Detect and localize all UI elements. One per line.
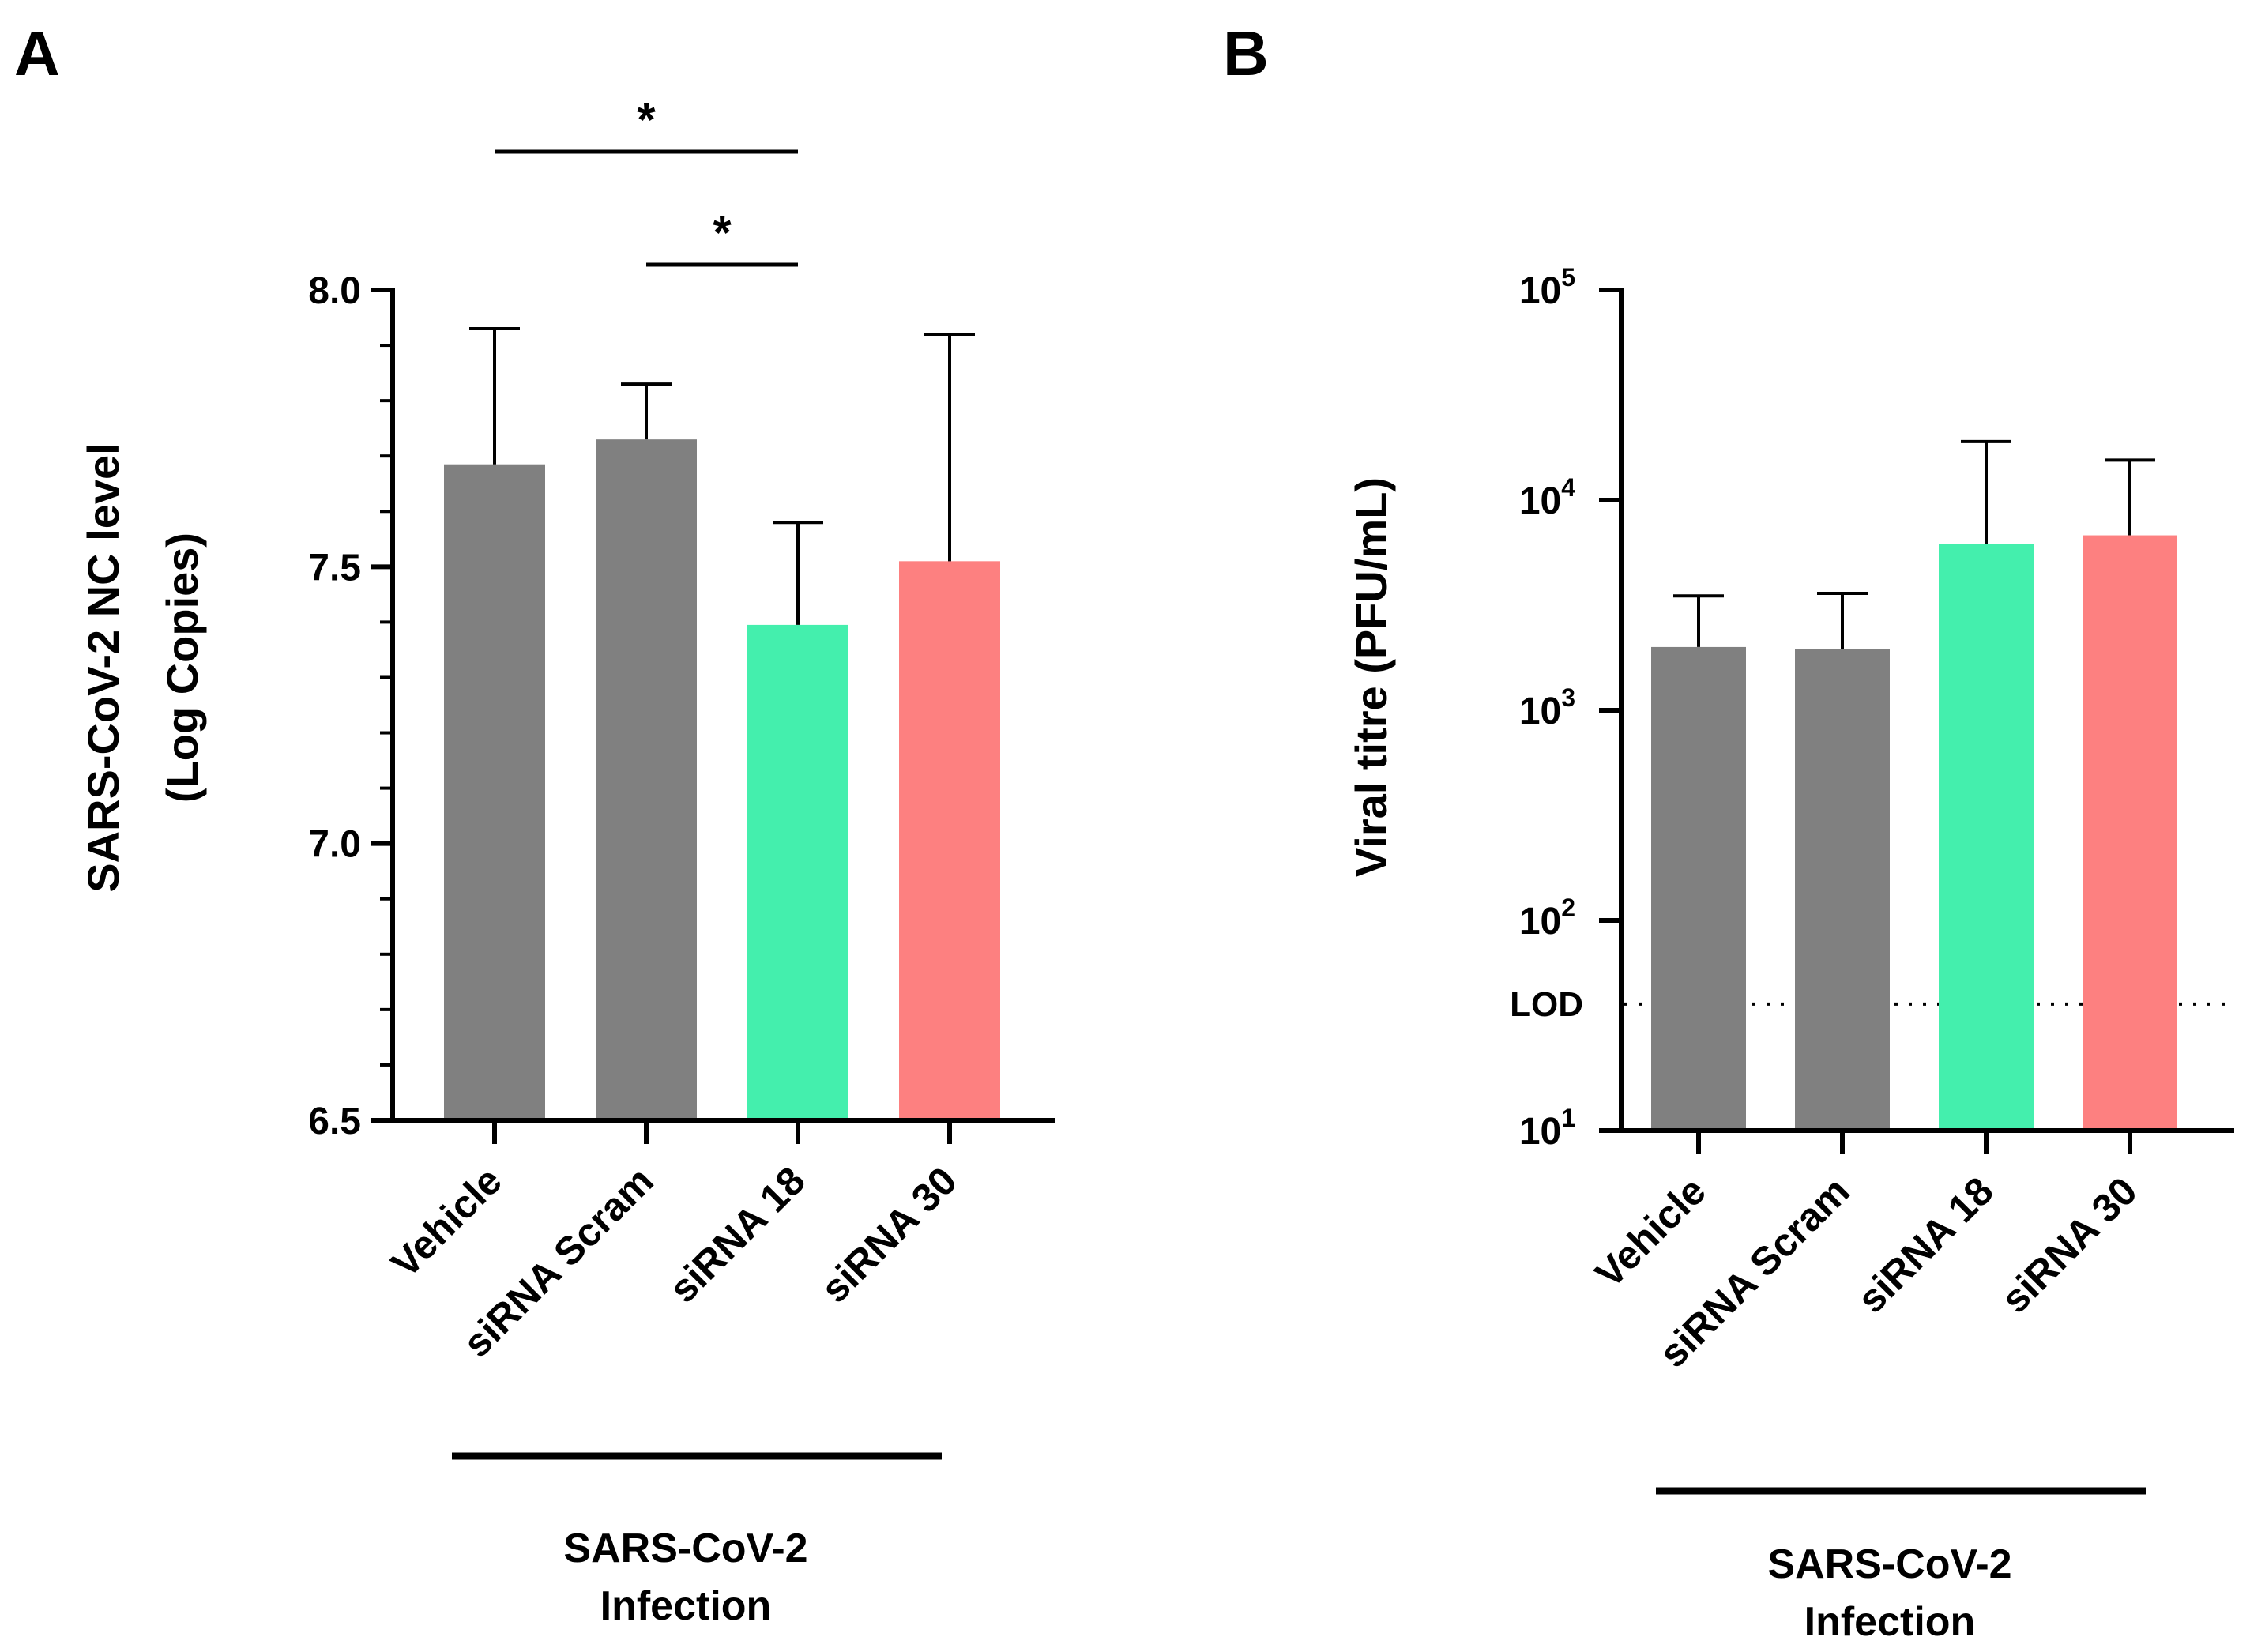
panel-a-y-axis-label-line1: SARS-CoV-2 NC level (78, 442, 128, 893)
y-tick-label-a: 7.0 (308, 824, 361, 866)
y-tick-label-b: 104 (1519, 473, 1575, 522)
bar-b-sirna-18 (1939, 544, 2034, 1131)
y-tick-label-b: 105 (1519, 263, 1575, 312)
panel-letter-b: B (1223, 18, 1269, 88)
lod-label: LOD (1510, 985, 1583, 1024)
panel-a-group-label-line2: Infection (600, 1583, 772, 1629)
panel-a-y-ticks: 8.0 7.5 7.0 6.5 (308, 270, 393, 1142)
y-tick-label-a: 8.0 (308, 270, 361, 312)
y-tick-label-b: 101 (1519, 1104, 1575, 1153)
panel-a-bars (444, 439, 1000, 1120)
panel-b-group-label-line2: Infection (1804, 1599, 1976, 1645)
bar-a-sirna-30 (899, 561, 1000, 1120)
bar-a-sirna-scram (596, 439, 697, 1120)
panel-b-bars (1651, 535, 2177, 1131)
x-tick-label-a-vehicle: Vehicle (382, 1158, 510, 1285)
panel-a-significance: ** (495, 93, 798, 267)
x-tick-label-a-sirna-30: siRNA 30 (812, 1158, 965, 1311)
panel-a-axes (390, 288, 1055, 1123)
y-tick-label-b: 102 (1519, 894, 1575, 943)
x-tick-label-b-vehicle: Vehicle (1586, 1168, 1714, 1296)
bar-a-sirna-18 (747, 624, 848, 1120)
panel-b-error-bars (1673, 439, 2155, 649)
x-tick-label-b-sirna-18: siRNA 18 (1849, 1168, 2002, 1322)
panel-b-y-ticks: 105 104 103 102 101 (1519, 263, 1621, 1153)
x-tick-label-a-sirna-18: siRNA 18 (660, 1158, 814, 1311)
panel-b-group-label-line1: SARS-CoV-2 (1767, 1541, 2011, 1587)
bar-b-vehicle (1651, 646, 1746, 1131)
panel-a-y-axis-label-line2: (Log Copies) (157, 532, 207, 803)
significance-star-2: * (713, 206, 732, 259)
panel-a-error-bars (469, 327, 975, 625)
panel-a-group-label-line1: SARS-CoV-2 (563, 1526, 807, 1571)
panel-b-y-axis-label: Viral titre (PFU/mL) (1346, 477, 1396, 877)
panel-letter-a: A (14, 18, 60, 88)
y-tick-label-b: 103 (1519, 683, 1575, 732)
bar-b-sirna-30 (2083, 535, 2177, 1131)
x-tick-label-b-sirna-30: siRNA 30 (1992, 1168, 2146, 1322)
y-tick-label-a: 7.5 (308, 547, 361, 589)
y-tick-label-a: 6.5 (308, 1101, 361, 1142)
significance-star-1: * (637, 93, 656, 146)
bar-b-sirna-scram (1795, 649, 1890, 1131)
bar-a-vehicle (444, 464, 545, 1120)
